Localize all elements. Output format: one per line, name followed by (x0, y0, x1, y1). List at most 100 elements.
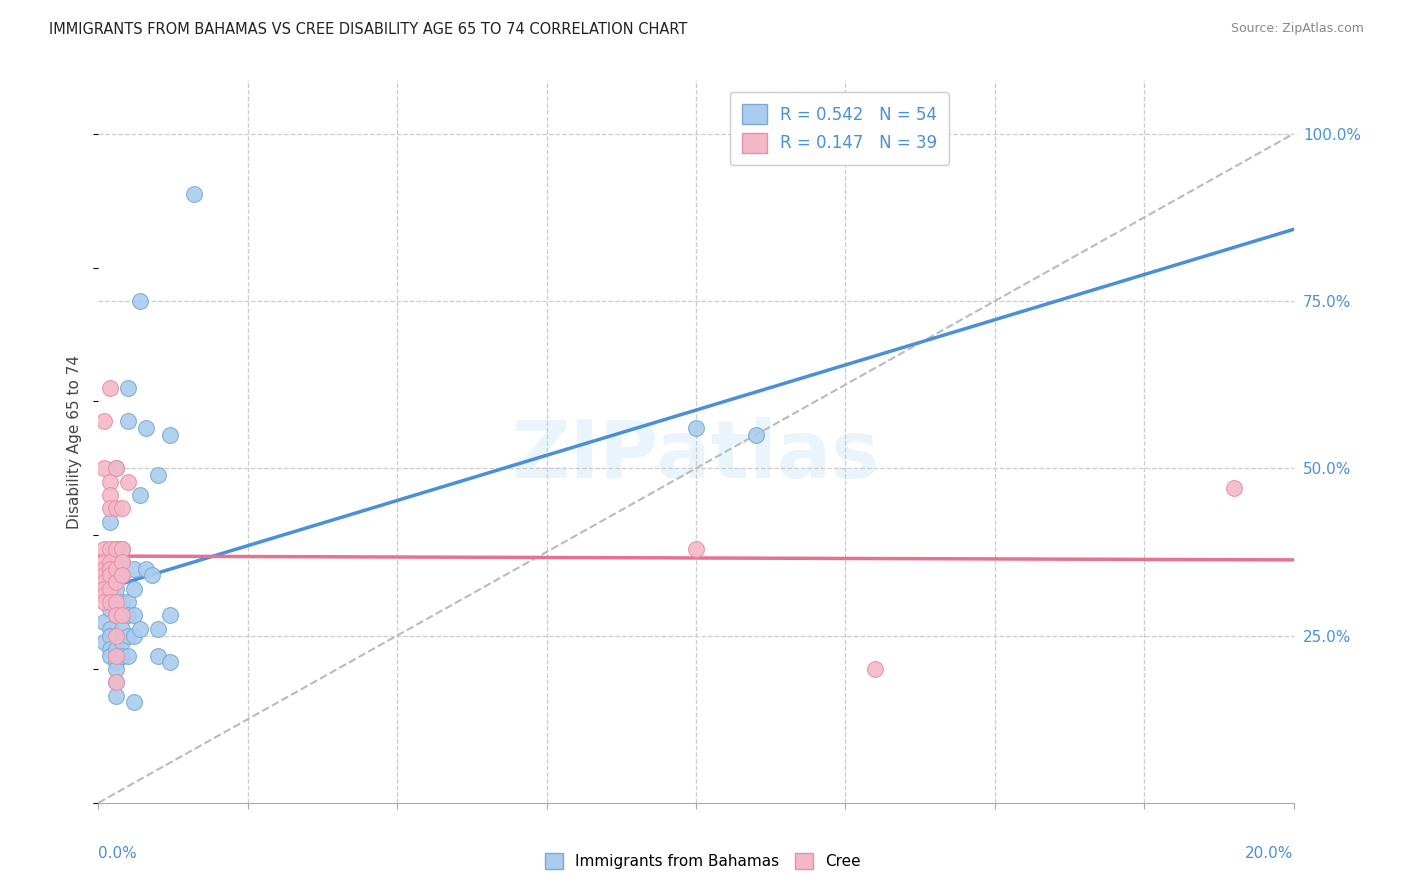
Point (98, 602, 122, 616)
Point (111, 555, 134, 569)
Point (98, 381, 122, 395)
Point (124, 696, 146, 710)
Point (685, 541, 707, 556)
Point (105, 689, 128, 703)
Point (98, 589, 122, 603)
Point (93, 589, 115, 603)
Point (111, 608, 134, 623)
Point (105, 562, 128, 576)
Point (159, 608, 181, 623)
Point (148, 622, 170, 636)
Text: 20.0%: 20.0% (1246, 847, 1294, 861)
Point (159, 655, 181, 669)
Point (124, 582, 146, 596)
Text: IMMIGRANTS FROM BAHAMAS VS CREE DISABILITY AGE 65 TO 74 CORRELATION CHART: IMMIGRANTS FROM BAHAMAS VS CREE DISABILI… (49, 22, 688, 37)
Legend: Immigrants from Bahamas, Cree: Immigrants from Bahamas, Cree (538, 847, 868, 875)
Point (865, 662, 887, 676)
Point (105, 595, 128, 609)
Point (117, 628, 139, 642)
Point (98, 555, 122, 569)
Point (111, 501, 134, 516)
Point (98, 515, 122, 529)
Point (105, 628, 128, 642)
Point (93, 461, 115, 475)
Point (117, 595, 139, 609)
Point (93, 615, 115, 630)
Point (111, 568, 134, 582)
Point (98, 568, 122, 582)
Point (93, 541, 115, 556)
Point (1223, 482, 1246, 496)
Point (93, 414, 115, 429)
Point (111, 568, 134, 582)
Point (135, 562, 157, 576)
Y-axis label: Disability Age 65 to 74: Disability Age 65 to 74 (67, 354, 83, 529)
Point (111, 648, 134, 663)
Point (105, 675, 128, 690)
Point (98, 488, 122, 502)
Point (98, 562, 122, 576)
Point (93, 555, 115, 569)
Point (111, 635, 134, 649)
Point (105, 461, 128, 475)
Point (105, 642, 128, 657)
Point (111, 541, 134, 556)
Point (105, 461, 128, 475)
Point (98, 475, 122, 489)
Point (124, 628, 146, 642)
Text: ZIPatlas: ZIPatlas (512, 417, 880, 495)
Point (135, 421, 157, 435)
Point (93, 562, 115, 576)
Point (105, 501, 128, 516)
Point (105, 675, 128, 690)
Point (183, 187, 205, 202)
Point (105, 662, 128, 676)
Point (124, 608, 146, 623)
Point (105, 608, 128, 623)
Point (98, 582, 122, 596)
Point (93, 575, 115, 590)
Point (98, 622, 122, 636)
Legend: R = 0.542   N = 54, R = 0.147   N = 39: R = 0.542 N = 54, R = 0.147 N = 39 (730, 92, 949, 164)
Point (111, 555, 134, 569)
Point (129, 488, 152, 502)
Point (93, 595, 115, 609)
Point (111, 595, 134, 609)
Point (148, 467, 170, 482)
Point (98, 541, 122, 556)
Point (98, 642, 122, 657)
Point (98, 595, 122, 609)
Point (159, 427, 181, 442)
Point (129, 622, 152, 636)
Point (111, 622, 134, 636)
Point (117, 608, 139, 623)
Point (117, 381, 139, 395)
Point (105, 582, 128, 596)
Point (98, 648, 122, 663)
Point (141, 568, 163, 582)
Point (105, 655, 128, 669)
Point (148, 648, 170, 663)
Point (111, 608, 134, 623)
Point (685, 421, 707, 435)
Point (105, 541, 128, 556)
Point (105, 648, 128, 663)
Point (93, 582, 115, 596)
Text: Source: ZipAtlas.com: Source: ZipAtlas.com (1230, 22, 1364, 36)
Point (129, 294, 152, 309)
Point (93, 568, 115, 582)
Point (117, 414, 139, 429)
Text: 0.0%: 0.0% (98, 847, 138, 861)
Point (93, 635, 115, 649)
Point (105, 541, 128, 556)
Point (124, 562, 146, 576)
Point (111, 541, 134, 556)
Point (98, 541, 122, 556)
Point (98, 501, 122, 516)
Point (117, 648, 139, 663)
Point (98, 628, 122, 642)
Point (105, 608, 128, 623)
Point (105, 562, 128, 576)
Point (745, 427, 768, 442)
Point (117, 475, 139, 489)
